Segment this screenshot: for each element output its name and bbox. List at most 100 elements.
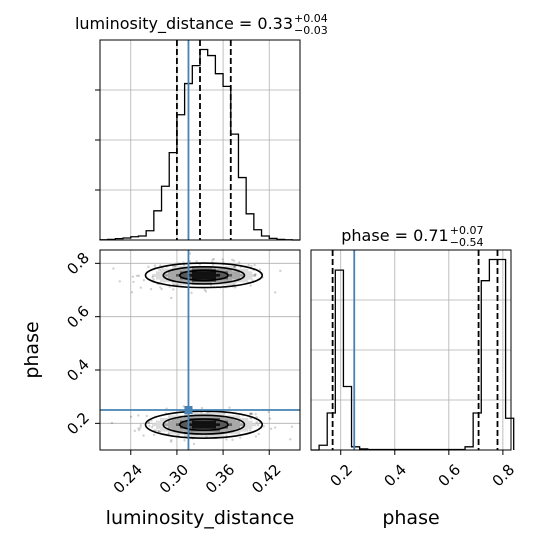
sample-point: [255, 421, 258, 424]
sample-point: [169, 296, 173, 300]
density-cell: [156, 276, 161, 280]
density-cell: [176, 271, 181, 275]
sample-point: [147, 265, 150, 269]
sample-point: [139, 424, 142, 427]
density-cell: [212, 279, 217, 283]
density-cell: [160, 279, 165, 283]
sample-point: [253, 274, 256, 277]
sample-point: [130, 291, 134, 294]
density-cell: [172, 415, 177, 419]
density-cell: [172, 276, 177, 280]
density-cell: [184, 274, 189, 277]
density-cell: [176, 268, 181, 272]
sample-point: [154, 429, 157, 432]
density-cell: [212, 420, 217, 424]
histogram-step-line: [311, 258, 515, 451]
density-cell: [232, 418, 237, 421]
sample-point: [150, 426, 154, 429]
density-cell: [252, 274, 257, 277]
density-cell: [236, 274, 241, 277]
density-cell: [188, 423, 193, 427]
sample-point: [139, 286, 142, 289]
density-cell: [216, 276, 221, 280]
density-cell: [196, 423, 201, 427]
density-cell: [240, 418, 245, 421]
density-cell: [172, 428, 177, 432]
density-cell: [244, 426, 249, 429]
sample-point: [190, 291, 193, 295]
sample-point: [151, 276, 154, 279]
density-cell: [172, 431, 177, 435]
density-cell: [248, 274, 253, 277]
sample-point: [267, 410, 270, 414]
density-cell: [196, 426, 201, 429]
density-cell: [248, 276, 253, 280]
density-cell: [192, 276, 197, 280]
density-cell: [164, 420, 169, 424]
sample-point: [142, 434, 145, 437]
density-cell: [216, 423, 221, 427]
gridlines: [311, 250, 511, 450]
density-cell: [204, 426, 209, 429]
density-cell: [188, 274, 193, 277]
density-cell: [176, 266, 181, 269]
sample-point: [250, 412, 253, 415]
density-cell: [244, 271, 249, 275]
density-cell: [216, 420, 221, 424]
contour-line: [162, 414, 246, 435]
density-cell: [208, 423, 213, 427]
x-ticks: 0.24 0.30 0.36 0.42: [110, 450, 285, 497]
sample-point: [157, 429, 161, 433]
density-cell: [196, 434, 201, 437]
density-cell: [200, 276, 205, 280]
density-cell: [240, 274, 245, 277]
density-cell: [220, 279, 225, 283]
density-cell: [196, 415, 201, 419]
density-cell: [188, 415, 193, 419]
x-tick-label: 0.42: [248, 461, 284, 497]
density-cell: [188, 271, 193, 275]
density-cell: [216, 428, 221, 432]
sample-point: [139, 426, 142, 429]
density-cell: [212, 431, 217, 435]
title-upper-error: +0.04: [294, 12, 328, 25]
density-cell: [236, 415, 241, 419]
density-cell: [188, 268, 193, 272]
density-cell: [200, 420, 205, 424]
density-cell: [204, 415, 209, 419]
x-tick-label: 0.30: [156, 461, 192, 497]
density-cell: [176, 418, 181, 421]
sample-point: [268, 417, 272, 420]
y-ticks: [95, 89, 100, 191]
density-cell: [164, 423, 169, 427]
contour-line: [178, 269, 229, 282]
density-cell: [160, 418, 165, 421]
density-cell: [236, 279, 241, 283]
density-cell: [228, 418, 233, 421]
density-cell: [188, 279, 193, 283]
density-cell: [176, 420, 181, 424]
density-cell: [176, 423, 181, 427]
density-cell: [176, 426, 181, 429]
density-cell: [168, 274, 173, 277]
density-cell: [156, 274, 161, 277]
density-cell: [228, 266, 233, 269]
density-cell: [164, 279, 169, 283]
density-cell: [160, 271, 165, 275]
density-cell: [180, 268, 185, 272]
density-cell: [248, 420, 253, 424]
density-cell: [156, 426, 161, 429]
sample-point: [289, 438, 292, 441]
density-cell: [156, 423, 161, 427]
density-cell: [200, 415, 205, 419]
density-cell: [164, 268, 169, 272]
density-cell: [208, 431, 213, 435]
density-contours: [144, 262, 264, 439]
density-cell: [172, 274, 177, 277]
density-cell: [180, 282, 185, 285]
sample-point: [273, 426, 277, 429]
density-cell: [172, 418, 177, 421]
density-cell: [224, 282, 229, 285]
sample-point: [182, 405, 186, 408]
density-cell: [152, 274, 157, 277]
